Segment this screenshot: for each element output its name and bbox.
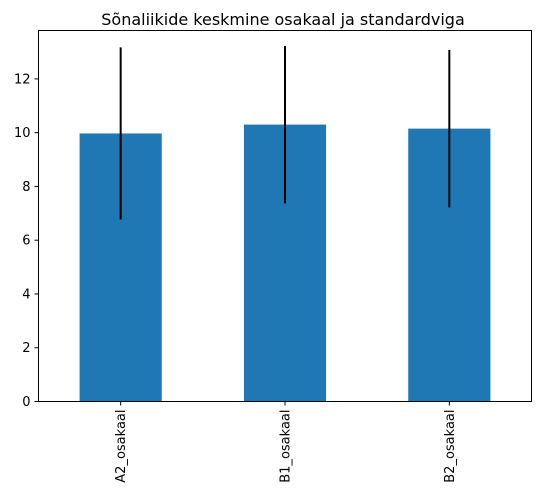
x-tick-label: B2_osakaal	[443, 410, 458, 483]
y-tick-label: 0	[22, 395, 30, 410]
error-bars-group	[119, 45, 451, 220]
y-tick-label: 6	[22, 234, 30, 249]
y-tick-label: 12	[14, 72, 31, 87]
chart-title: Sõnaliikide keskmine osakaal ja standard…	[101, 10, 465, 29]
x-axis: A2_osakaal B1_osakaal B2_osakaal	[114, 401, 458, 483]
y-tick-label: 8	[22, 180, 30, 195]
x-tick-label: A2_osakaal	[114, 410, 129, 483]
y-tick-label: 2	[22, 341, 30, 356]
y-axis: 0 2 4 6 8 10 12	[14, 72, 39, 410]
y-tick-label: 4	[22, 287, 30, 302]
x-tick-label: B1_osakaal	[279, 410, 294, 483]
y-tick-label: 10	[14, 126, 31, 141]
